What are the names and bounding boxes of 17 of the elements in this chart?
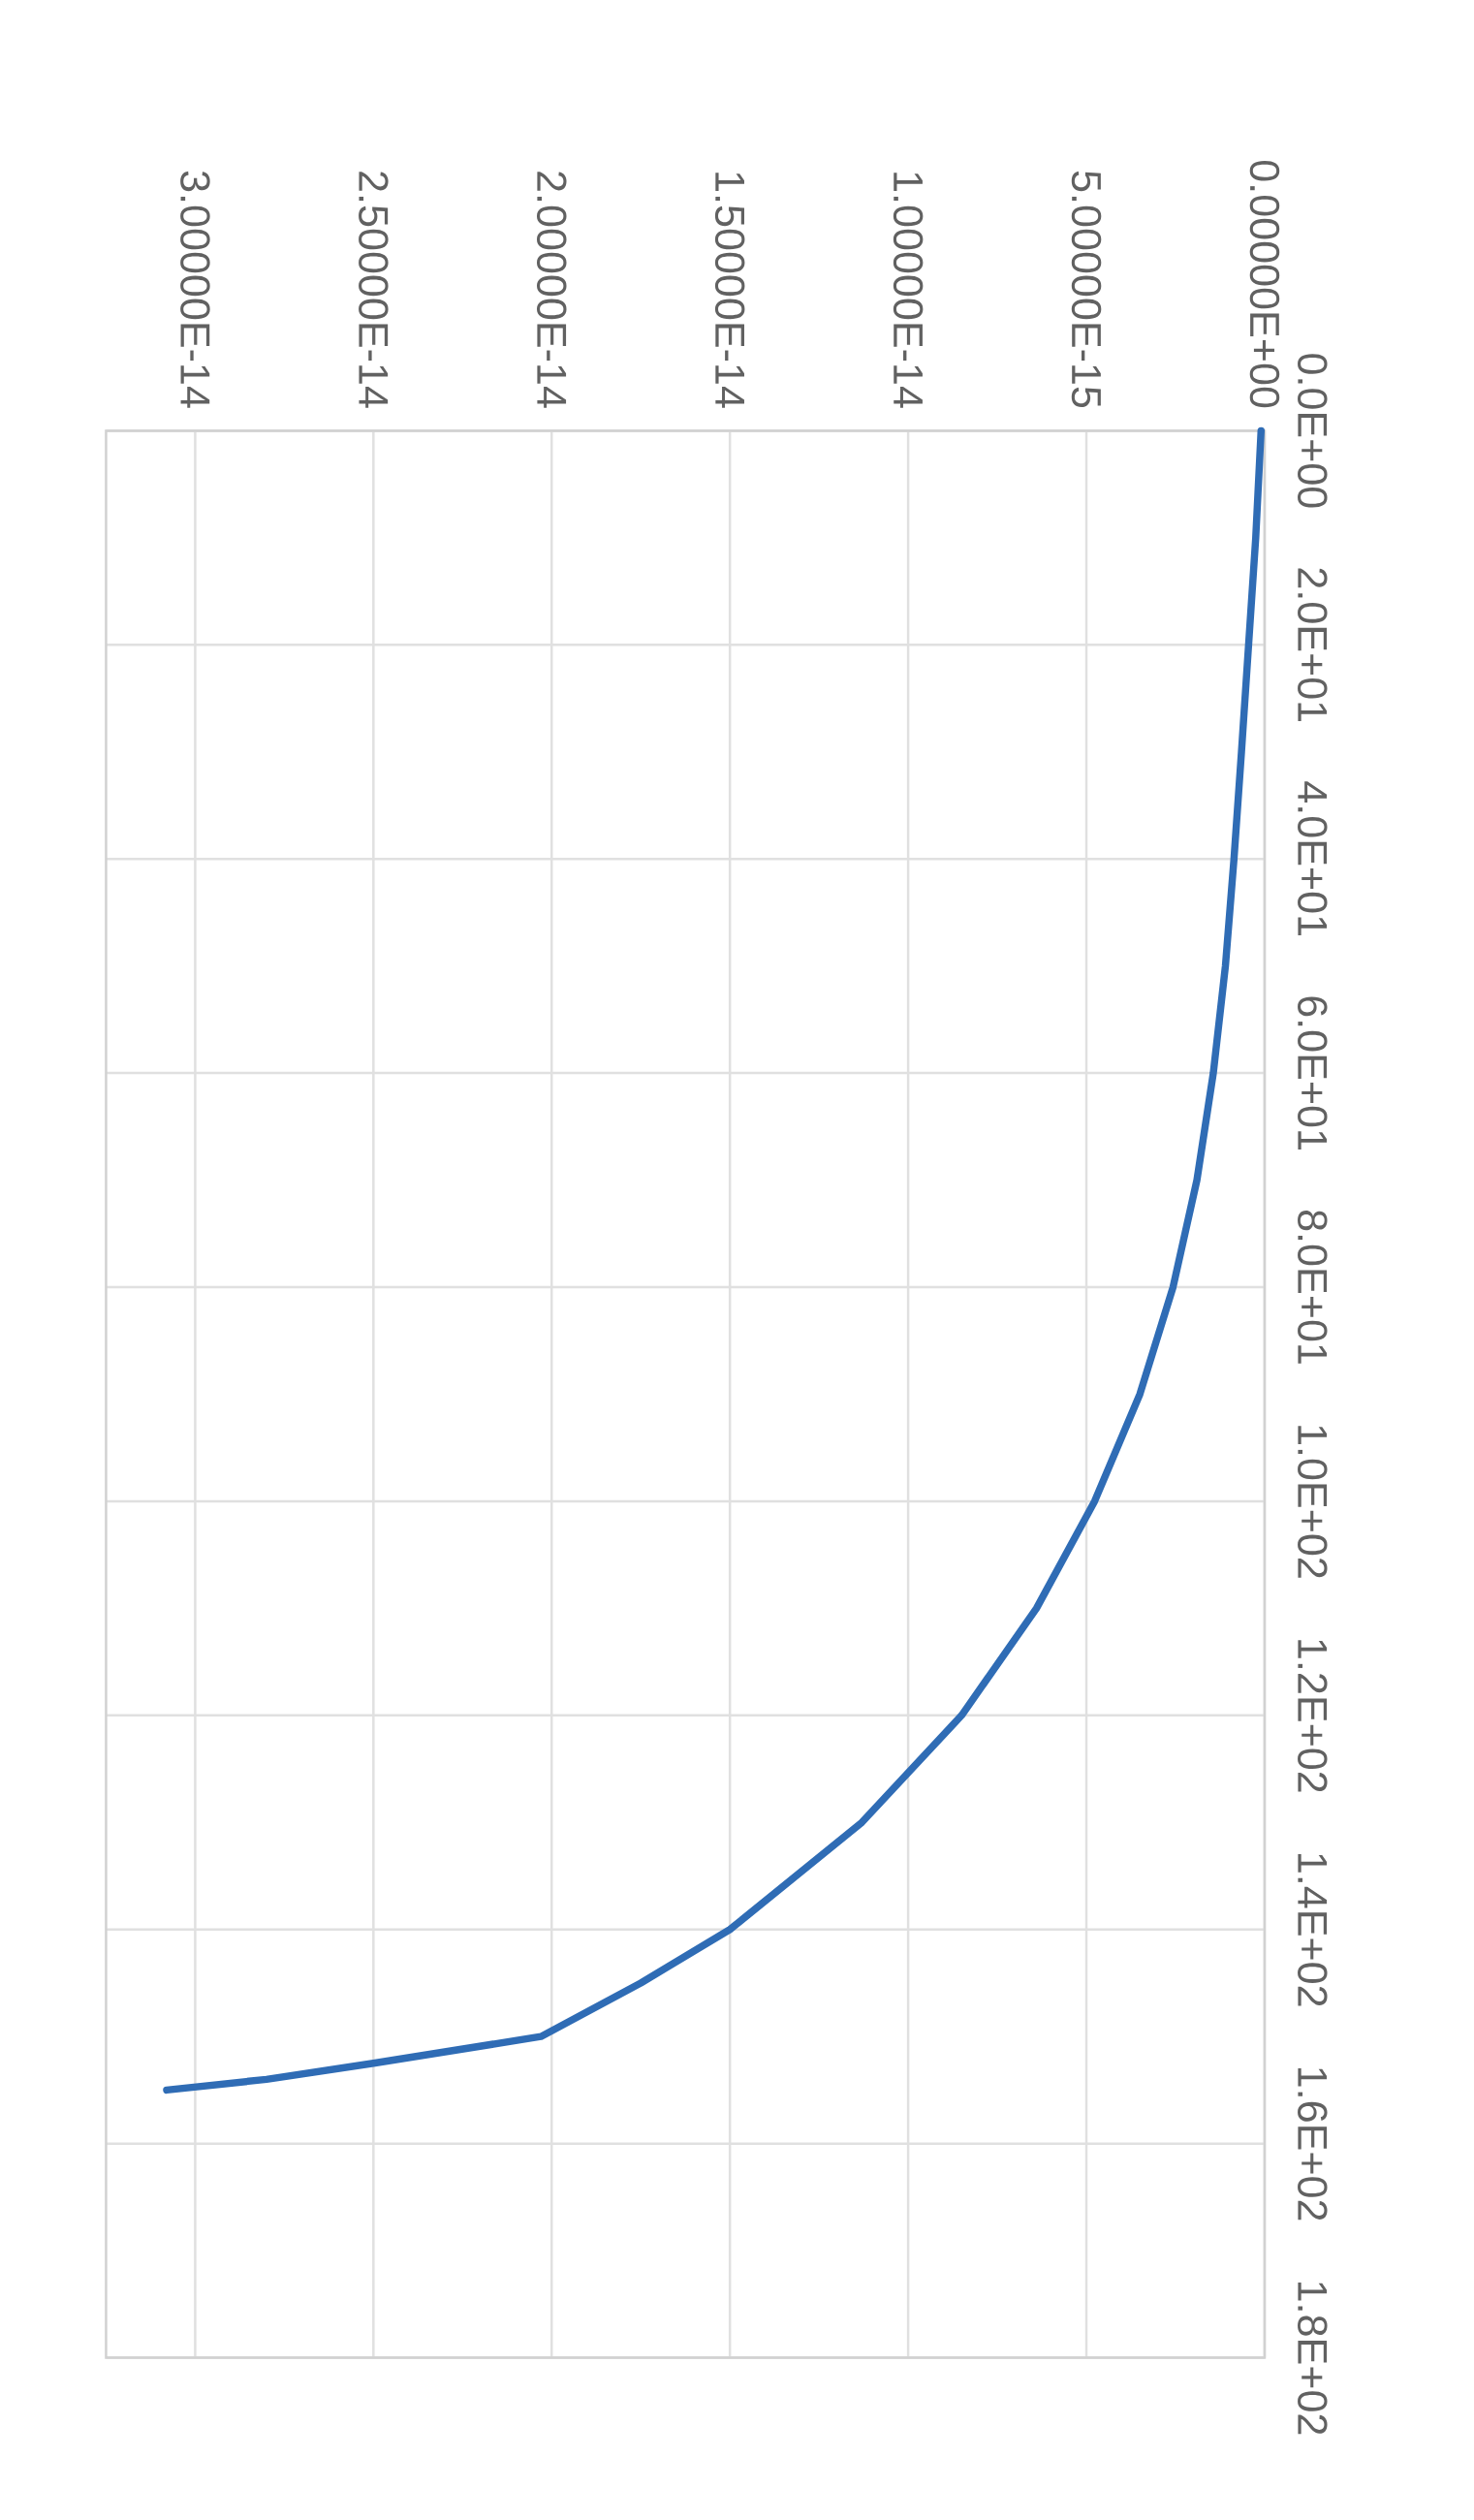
y-tick-label: 1.8E+02 <box>1298 2282 1328 2435</box>
x-tick-label: 3.00000E-14 <box>180 171 210 408</box>
y-tick-label: 6.0E+01 <box>1298 996 1328 1150</box>
y-tick-label: 2.0E+01 <box>1298 568 1328 722</box>
x-tick-label: 1.50000E-14 <box>715 173 745 408</box>
x-tick-label: 0.00000E+00 <box>1249 160 1280 408</box>
x-tick-label: 2.00000E-14 <box>537 172 567 408</box>
y-tick-label: 8.0E+01 <box>1298 1210 1328 1364</box>
y-tick-label: 4.0E+01 <box>1298 781 1328 935</box>
y-tick-label: 1.2E+02 <box>1298 1640 1328 1792</box>
x-tick-label: 2.50000E-14 <box>359 172 389 408</box>
y-tick-label: 1.0E+02 <box>1298 1426 1328 1578</box>
x-tick-label: 5.00000E-15 <box>1072 171 1102 408</box>
y-tick-label: 1.6E+02 <box>1298 2068 1328 2221</box>
y-tick-label: 0.0E+00 <box>1298 354 1328 508</box>
y-tick-label: 1.4E+02 <box>1298 1854 1328 2006</box>
x-tick-label: 1.00000E-14 <box>894 173 924 408</box>
